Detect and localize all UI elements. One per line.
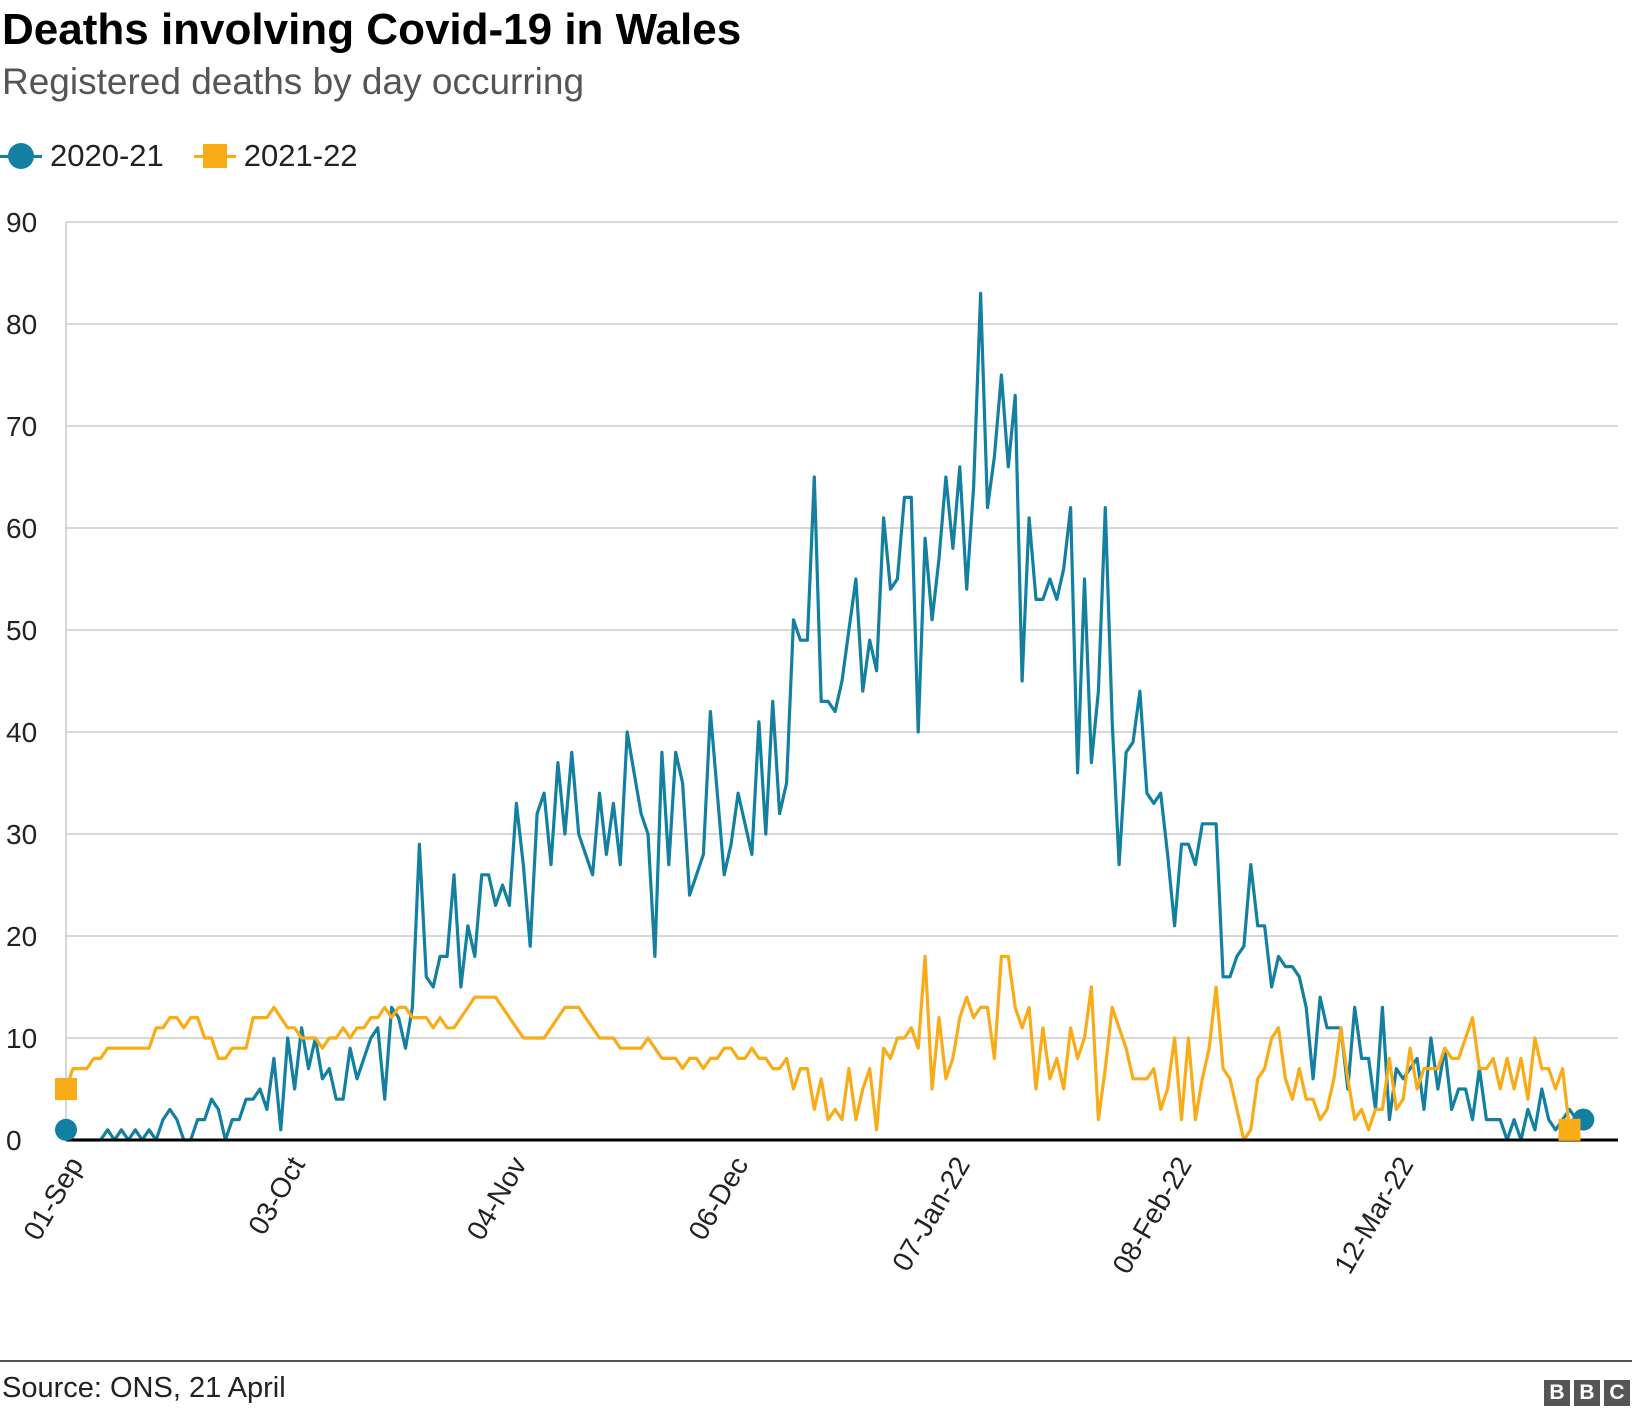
chart-subtitle: Registered deaths by day occurring	[2, 61, 585, 102]
x-tick-label: 12-Mar-22	[1328, 1152, 1419, 1279]
legend-item-2020-21: 2020-21	[0, 138, 164, 174]
series-line-2021-22	[64, 954, 1572, 1142]
source-note: Source: ONS, 21 April	[2, 1372, 286, 1404]
series-line-2020-21	[64, 291, 1584, 1142]
y-tick-label: 70	[6, 411, 37, 442]
start-point-marker-2021-22	[55, 1078, 77, 1100]
footer-divider	[0, 1360, 1632, 1362]
y-tick-label: 10	[6, 1023, 37, 1054]
x-tick-label: 07-Jan-22	[886, 1152, 976, 1277]
y-tick-label: 40	[6, 717, 37, 748]
y-tick-label: 20	[6, 921, 37, 952]
legend-circle-marker-icon	[0, 141, 42, 171]
legend-label-2020-21: 2020-21	[50, 138, 164, 173]
chart-title: Deaths involving Covid-19 in Wales	[2, 5, 742, 54]
legend-square-marker-icon	[193, 141, 236, 171]
legend-label-2021-22: 2021-22	[243, 138, 358, 173]
bbc-logo-letter: B	[1544, 1380, 1570, 1406]
line-chart: 0 10 20 30 40 50 60 70 80 90 01-Sep 03-Oct 04-Nov 06-…	[6, 207, 1618, 1279]
y-tick-label: 30	[6, 819, 37, 850]
x-tick-label: 03-Oct	[242, 1151, 311, 1239]
legend-item-2021-22: 2021-22	[193, 138, 358, 174]
bbc-logo-letter: B	[1574, 1380, 1600, 1406]
x-tick-label: 08-Feb-22	[1106, 1152, 1197, 1279]
y-tick-label: 50	[6, 615, 37, 646]
bbc-logo-letter: C	[1604, 1380, 1630, 1406]
start-point-marker-2020-21	[55, 1118, 77, 1141]
end-point-marker-2021-22	[1558, 1118, 1581, 1141]
y-tick-label: 90	[6, 207, 37, 238]
y-tick-label: 80	[6, 309, 37, 340]
bbc-logo: B B C	[1544, 1380, 1630, 1406]
x-tick-label: 04-Nov	[461, 1152, 533, 1246]
x-tick-label: 01-Sep	[17, 1152, 89, 1246]
y-tick-label: 0	[6, 1125, 22, 1156]
y-tick-label: 60	[6, 513, 37, 544]
x-tick-label: 06-Dec	[682, 1152, 754, 1246]
chart-legend: 2020-21 2021-22	[0, 134, 388, 178]
